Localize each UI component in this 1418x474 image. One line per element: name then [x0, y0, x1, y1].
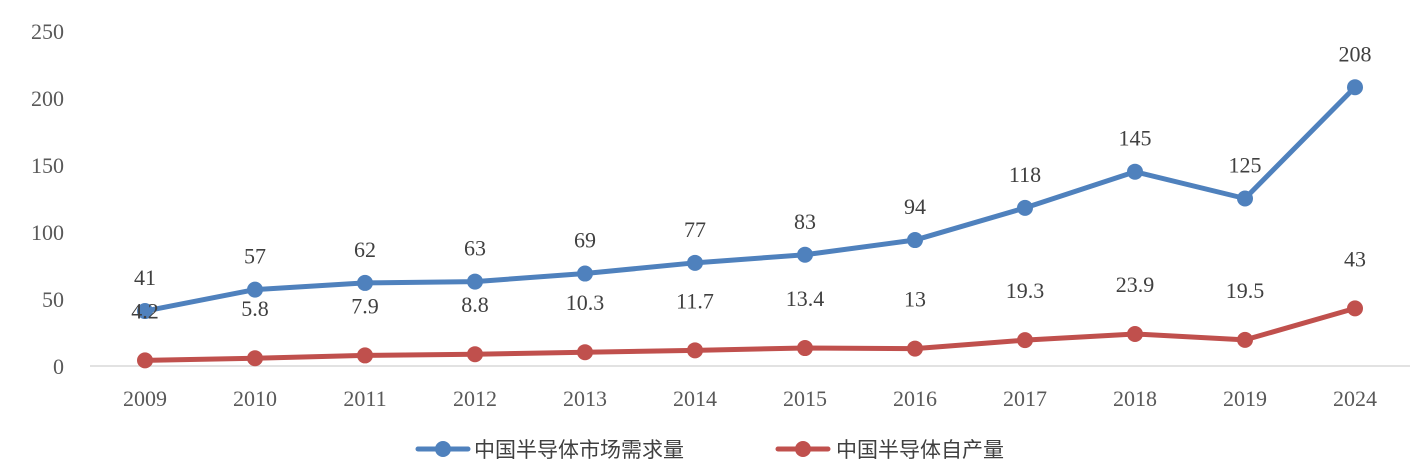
- x-tick-label: 2012: [453, 386, 497, 411]
- data-point: [1127, 163, 1143, 180]
- data-label: 13: [904, 287, 926, 312]
- data-point: [1017, 199, 1033, 216]
- data-point: [797, 340, 813, 357]
- data-point: [357, 274, 373, 291]
- data-label: 13.4: [786, 286, 825, 311]
- data-point: [247, 281, 263, 298]
- data-label: 19.3: [1006, 278, 1045, 303]
- data-point: [467, 346, 483, 363]
- data-label: 62: [354, 237, 376, 262]
- data-point: [907, 232, 923, 249]
- data-label: 5.8: [241, 296, 269, 321]
- data-point: [357, 347, 373, 364]
- legend-marker-demand: [435, 441, 451, 457]
- x-tick-label: 2015: [783, 386, 827, 411]
- data-point: [467, 273, 483, 290]
- data-label: 63: [464, 236, 486, 261]
- data-point: [1237, 331, 1253, 348]
- series-line-0: [142, 84, 1358, 314]
- data-label: 125: [1229, 153, 1262, 178]
- data-label: 57: [244, 244, 266, 269]
- data-point: [137, 303, 153, 320]
- y-tick-label: 150: [31, 153, 64, 178]
- data-point: [687, 342, 703, 359]
- data-label: 69: [574, 228, 596, 253]
- data-point: [1017, 332, 1033, 349]
- x-tick-label: 2013: [563, 386, 607, 411]
- data-labels: 41 57 62 63 69 77 83 94 118 145 125 208 4.2 5.8 7.9 8.8…: [131, 41, 1371, 323]
- data-label: 11.7: [676, 288, 714, 313]
- x-tick-label: 2009: [123, 386, 167, 411]
- legend-item-production: 中国半导体自产量: [775, 438, 1004, 462]
- x-tick-label: 2010: [233, 386, 277, 411]
- data-point: [247, 350, 263, 367]
- data-label: 77: [684, 217, 706, 242]
- data-point: [797, 246, 813, 263]
- x-axis: 2009 2010 2011 2012 2013 2014 2015 2016 2017 2018…: [90, 365, 1410, 411]
- legend-marker-production: [795, 441, 811, 457]
- legend: 中国半导体市场需求量 中国半导体自产量: [415, 438, 1004, 462]
- data-point: [1347, 79, 1363, 96]
- data-label: 8.8: [461, 292, 489, 317]
- series-line-1: [142, 305, 1358, 363]
- x-tick-label: 2017: [1003, 386, 1047, 411]
- data-point: [1347, 300, 1363, 317]
- data-label: 7.9: [351, 293, 379, 318]
- data-point: [577, 265, 593, 282]
- y-tick-label: 200: [31, 86, 64, 111]
- x-tick-label: 2014: [673, 386, 717, 411]
- data-point: [577, 344, 593, 361]
- data-point: [1127, 325, 1143, 342]
- series-layer: [137, 79, 1363, 369]
- legend-label-production: 中国半导体自产量: [836, 438, 1004, 462]
- data-label: 118: [1009, 162, 1041, 187]
- data-label: 83: [794, 209, 816, 234]
- y-axis: 0 50 100 150 200 250: [31, 19, 64, 379]
- x-tick-label: 2016: [893, 386, 937, 411]
- data-label: 41: [134, 265, 156, 290]
- data-point: [907, 340, 923, 357]
- data-label: 4.2: [131, 298, 159, 323]
- data-label: 208: [1339, 41, 1372, 66]
- data-label: 145: [1119, 126, 1152, 151]
- data-label: 10.3: [566, 290, 605, 315]
- data-label: 23.9: [1116, 272, 1155, 297]
- legend-label-demand: 中国半导体市场需求量: [474, 438, 684, 462]
- data-label: 94: [904, 194, 926, 219]
- x-tick-label: 2018: [1113, 386, 1157, 411]
- x-tick-label: 2019: [1223, 386, 1267, 411]
- y-tick-label: 250: [31, 19, 64, 44]
- legend-item-demand: 中国半导体市场需求量: [415, 438, 684, 462]
- y-tick-label: 0: [53, 354, 64, 379]
- data-label: 19.5: [1226, 278, 1265, 303]
- x-tick-label: 2024: [1333, 386, 1377, 411]
- y-tick-label: 100: [31, 220, 64, 245]
- data-label: 43: [1344, 246, 1366, 271]
- data-point: [687, 254, 703, 271]
- x-tick-label: 2011: [343, 386, 386, 411]
- y-tick-label: 50: [42, 287, 64, 312]
- data-point: [137, 352, 153, 369]
- data-point: [1237, 190, 1253, 207]
